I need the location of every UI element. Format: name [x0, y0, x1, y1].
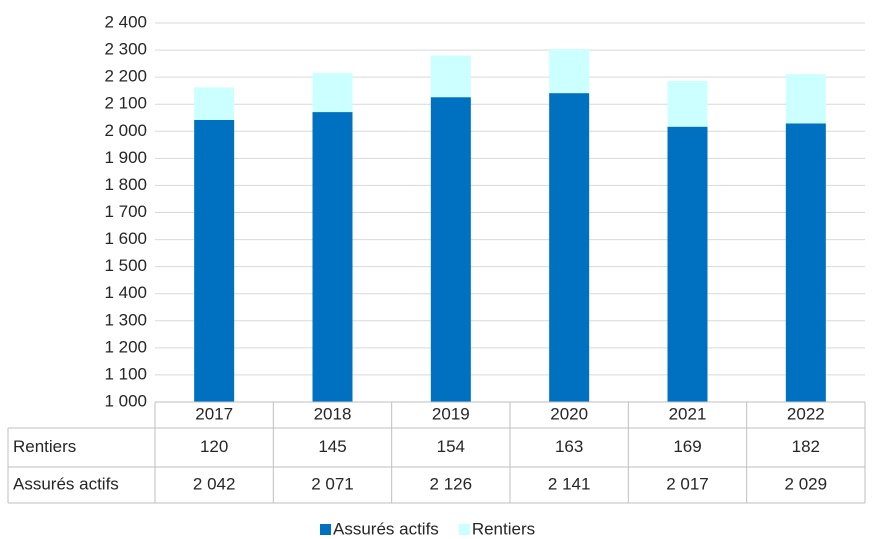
x-tick-label: 2018 [314, 404, 352, 423]
y-tick-label: 2 100 [104, 94, 147, 113]
bar [312, 72, 353, 113]
bar [312, 112, 353, 402]
bar [430, 97, 471, 402]
x-tick-label: 2021 [669, 404, 707, 423]
y-tick-label: 1 500 [104, 256, 147, 275]
legend-swatch [458, 524, 470, 535]
y-tick-label: 2 400 [104, 12, 147, 31]
bar [194, 119, 235, 402]
y-tick-label: 2 300 [104, 40, 147, 59]
bar [667, 80, 708, 127]
table-cell: 2 017 [666, 474, 709, 493]
bar [785, 74, 826, 124]
table-cell: 2 029 [785, 474, 828, 493]
legend-swatch [320, 524, 331, 535]
x-tick-label: 2020 [550, 404, 588, 423]
y-tick-label: 1 100 [104, 364, 147, 383]
table-cell: 182 [792, 437, 820, 456]
legend-label: Assurés actifs [333, 519, 439, 538]
x-tick-label: 2017 [195, 404, 233, 423]
table-cell: 145 [318, 437, 346, 456]
y-tick-label: 1 900 [104, 148, 147, 167]
y-tick-label: 1 400 [104, 283, 147, 302]
legend-label: Rentiers [472, 519, 535, 538]
table-cell: 2 126 [430, 474, 473, 493]
x-tick-label: 2022 [787, 404, 825, 423]
y-tick-label: 2 000 [104, 121, 147, 140]
table-cell: 120 [200, 437, 228, 456]
bar [549, 93, 590, 403]
bar [785, 123, 826, 402]
y-tick-label: 1 800 [104, 175, 147, 194]
y-tick-label: 1 700 [104, 202, 147, 221]
bar [430, 55, 471, 98]
y-tick-label: 1 600 [104, 229, 147, 248]
table-row-label: Rentiers [13, 437, 76, 456]
y-tick-label: 1 000 [104, 391, 147, 410]
table-cell: 154 [437, 437, 465, 456]
x-tick-label: 2019 [432, 404, 470, 423]
table-cell: 2 071 [311, 474, 354, 493]
table-row-label: Assurés actifs [13, 474, 119, 493]
table-cell: 2 042 [193, 474, 236, 493]
y-tick-label: 1 200 [104, 337, 147, 356]
y-tick-label: 2 200 [104, 67, 147, 86]
y-tick-label: 1 300 [104, 310, 147, 329]
table-cell: 163 [555, 437, 583, 456]
bar [667, 126, 708, 403]
table-cell: 169 [673, 437, 701, 456]
bar [549, 48, 590, 94]
table-cell: 2 141 [548, 474, 591, 493]
bar [194, 87, 235, 120]
